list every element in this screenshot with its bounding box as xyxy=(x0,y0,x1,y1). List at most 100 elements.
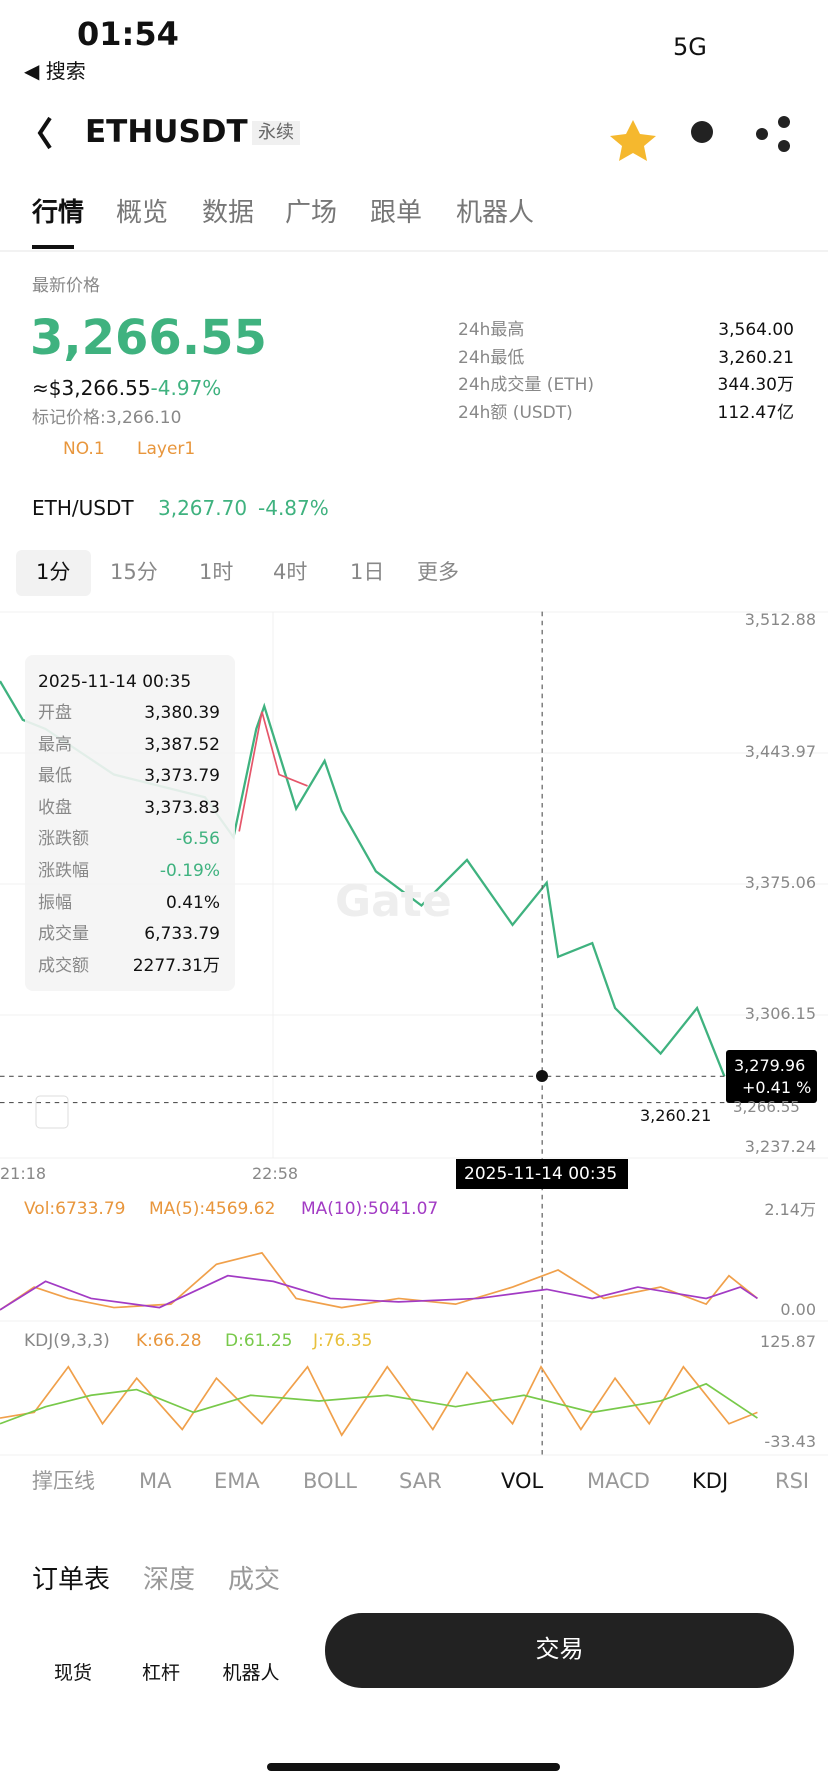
indicator[interactable]: SAR xyxy=(399,1469,442,1493)
sector[interactable]: Layer1 xyxy=(137,439,196,459)
spot-change: -4.87% xyxy=(258,496,329,520)
stat-value: 344.30万 xyxy=(717,375,794,395)
tooltip-label: 成交额 xyxy=(38,955,89,976)
price-label: 最新价格 xyxy=(32,276,100,296)
spot-price: 3,267.70 xyxy=(158,496,248,520)
kdj-label: KDJ(9,3,3) xyxy=(24,1331,110,1351)
time-label: 21:18 xyxy=(0,1164,47,1183)
trade-button[interactable] xyxy=(325,1613,794,1688)
tooltip-label: 最高 xyxy=(38,734,72,755)
tooltip-bg xyxy=(25,655,235,991)
current-change: +0.41 % xyxy=(742,1078,812,1097)
tooltip-label: 开盘 xyxy=(38,703,72,723)
rank: NO.1 xyxy=(63,439,105,459)
stat-label: 24h最高 xyxy=(458,320,525,340)
price-axis-label: 3,237.24 xyxy=(744,1137,816,1156)
usd-value: ≈$3,266.55 xyxy=(32,376,151,400)
interval-active xyxy=(16,550,91,596)
contract-type[interactable]: 永续 xyxy=(252,121,300,145)
back-icon[interactable] xyxy=(37,116,52,150)
order-tab[interactable]: 深度 xyxy=(143,1565,196,1595)
vol-axis: 2.14万 xyxy=(764,1200,816,1219)
crosshair xyxy=(0,611,726,1458)
share-icon[interactable] xyxy=(756,116,790,152)
kdj-j: J:76.35 xyxy=(313,1331,373,1351)
trade-label[interactable]: 交易 xyxy=(535,1635,584,1663)
vol-axis: 0.00 xyxy=(780,1300,816,1319)
price-axis-label: 3,375.06 xyxy=(744,873,816,892)
current-price: 3,279.96 xyxy=(734,1056,806,1075)
nav-item[interactable]: 现货 xyxy=(53,1662,92,1684)
vol-ma10: MA(10):5041.07 xyxy=(301,1199,439,1219)
tooltip-label: 最低 xyxy=(38,766,72,787)
tab[interactable]: 机器人 xyxy=(456,198,535,228)
tooltip-value: 3,387.52 xyxy=(144,734,220,755)
price-axis-label: 3,306.15 xyxy=(744,1004,816,1023)
stat-label: 24h额 (USDT) xyxy=(458,402,573,423)
interval[interactable]: 1分 xyxy=(36,560,71,584)
tooltip-date: 2025-11-14 00:35 xyxy=(38,672,192,692)
tab[interactable]: 广场 xyxy=(285,198,338,228)
tab[interactable]: 数据 xyxy=(202,198,255,228)
crosshair-dot xyxy=(536,1070,548,1082)
indicator[interactable]: MA xyxy=(139,1469,172,1493)
current-price-tag xyxy=(726,1050,817,1103)
indicator[interactable]: EMA xyxy=(214,1469,260,1493)
low-price: 3,260.21 xyxy=(640,1106,712,1125)
tooltip-value: -6.56 xyxy=(176,829,220,850)
tab[interactable]: 行情 xyxy=(32,198,85,228)
order-tab[interactable]: 订单表 xyxy=(32,1565,111,1595)
interval[interactable]: 更多 xyxy=(417,560,459,584)
stat-value: 3,564.00 xyxy=(718,320,794,340)
tooltip-label: 涨跌额 xyxy=(38,829,89,850)
nav-item[interactable]: 杠杆 xyxy=(141,1662,180,1684)
indicator[interactable]: 撑压线 xyxy=(32,1469,95,1493)
tab[interactable]: 概览 xyxy=(116,198,169,228)
star-icon[interactable] xyxy=(610,120,656,161)
mark-price: 标记价格:3,266.10 xyxy=(32,408,182,428)
indicator[interactable]: MACD xyxy=(587,1469,650,1493)
watermark: Gate xyxy=(335,876,452,927)
time-label: 22:58 xyxy=(252,1164,299,1183)
symbol: ETHUSDT xyxy=(85,114,248,150)
interval[interactable]: 1时 xyxy=(199,560,234,584)
stat-value: 3,260.21 xyxy=(718,347,794,368)
price-axis-label: 3,512.88 xyxy=(744,610,816,629)
order-tab[interactable]: 成交 xyxy=(228,1565,281,1595)
last-price: 3,266.55 xyxy=(30,310,267,366)
kdj-d: D:61.25 xyxy=(225,1331,293,1351)
interval[interactable]: 4时 xyxy=(273,560,308,584)
indicator[interactable]: RSI xyxy=(775,1469,810,1493)
tooltip-label: 涨跌幅 xyxy=(38,861,89,881)
usd-price: ≈$3,266.55-4.97% xyxy=(32,378,221,398)
interval[interactable]: 15分 xyxy=(110,560,158,584)
volume-lines xyxy=(0,1251,758,1311)
tooltip-label: 振幅 xyxy=(38,892,72,913)
bell-icon[interactable] xyxy=(691,121,713,143)
crosshair-time: 2025-11-14 00:35 xyxy=(464,1164,618,1184)
kdj-lines xyxy=(0,1365,758,1437)
divider xyxy=(0,250,828,252)
interval[interactable]: 1日 xyxy=(350,560,385,584)
vol-ma5: MA(5):4569.62 xyxy=(149,1199,276,1219)
tooltip-label: 成交量 xyxy=(38,924,89,945)
price-axis-label: 3,443.97 xyxy=(744,742,816,761)
clock: 01:54 xyxy=(77,15,179,53)
crosshair-time-bg xyxy=(456,1159,628,1189)
tooltip-value: 6,733.79 xyxy=(144,924,220,945)
back-to-search[interactable]: ◀ 搜索 xyxy=(24,59,86,83)
kdj-axis: -33.43 xyxy=(764,1432,816,1451)
kdj-k: K:66.28 xyxy=(136,1331,202,1351)
vol-label: Vol:6733.79 xyxy=(24,1199,126,1219)
indicator[interactable]: VOL xyxy=(501,1469,544,1493)
spot-pair[interactable]: ETH/USDT xyxy=(32,496,134,520)
tab[interactable]: 跟单 xyxy=(370,198,423,228)
tooltip-value: 3,373.79 xyxy=(144,766,220,787)
nav-item[interactable]: 机器人 xyxy=(222,1662,280,1684)
indicator[interactable]: BOLL xyxy=(303,1469,357,1493)
tab-underline xyxy=(32,245,74,249)
tooltip-value: 3,373.83 xyxy=(144,797,220,818)
indicator[interactable]: KDJ xyxy=(692,1469,729,1493)
